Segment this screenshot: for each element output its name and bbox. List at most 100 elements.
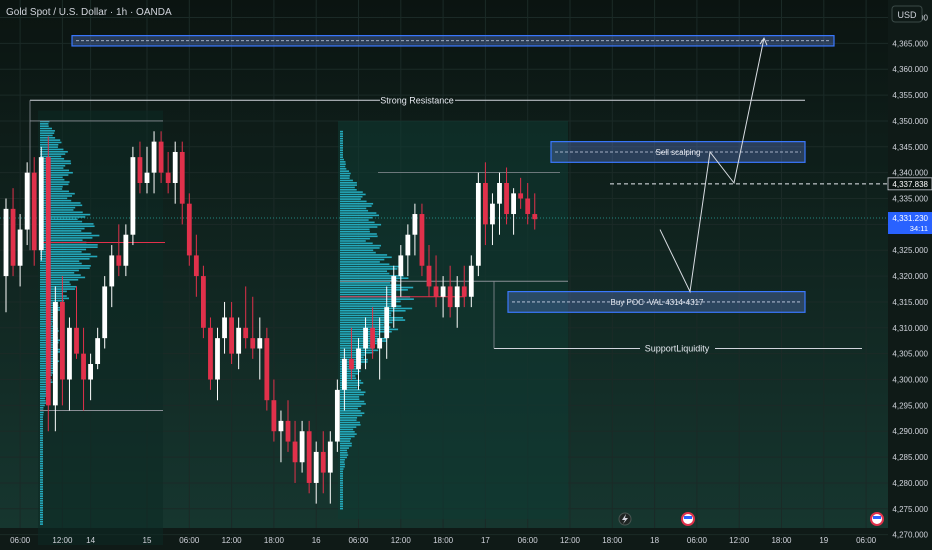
profile-bar-1 (40, 292, 64, 295)
profile-bar-2 (340, 207, 367, 210)
profile-bar-1 (40, 265, 91, 267)
candle-body (137, 157, 143, 183)
candle-body (74, 327, 79, 354)
profile-bar-2 (340, 375, 356, 377)
currency-label: USD (897, 10, 917, 20)
profile-bar-2 (340, 417, 358, 419)
profile-bar-1 (40, 397, 46, 400)
profile-bar-1 (40, 125, 49, 127)
profile-bar-1 (40, 446, 43, 449)
profile-bar-1 (40, 167, 64, 169)
profile-bar-1 (40, 383, 51, 386)
candle-body (433, 286, 439, 297)
candle-body (461, 286, 467, 297)
time-tick-label: 06:00 (518, 536, 539, 545)
profile-bar-2 (340, 298, 414, 300)
profile-bar-1 (40, 192, 75, 195)
price-axis[interactable]: 4,270.000 4,275.000 4,280.000 4,285.000 4,29… (892, 14, 928, 540)
profile-bar-2 (340, 135, 343, 138)
profile-bar-1 (40, 430, 43, 432)
price-tick-label: 4,365.000 (892, 39, 928, 48)
profile-bar-1 (40, 171, 73, 174)
candle-body (264, 338, 270, 401)
profile-bar-2 (340, 444, 352, 447)
profile-bar-1 (40, 432, 43, 435)
profile-bar-1 (40, 190, 69, 193)
candle-body (426, 265, 432, 287)
buy-poc-label: Buy POC -VAL 4314-4317 (611, 298, 704, 307)
candle-body (102, 286, 108, 339)
profile-bar-2 (340, 442, 352, 445)
time-axis[interactable]: 06:00 12:00 14 15 06:00 12:00 18:00 16 06:00 12:0… (10, 536, 877, 545)
profile-bar-1 (40, 160, 71, 162)
profile-bar-1 (40, 218, 78, 221)
candle-body (419, 214, 425, 266)
profile-bar-1 (40, 483, 43, 486)
profile-bar-1 (40, 467, 43, 470)
profile-bar-1 (40, 199, 72, 202)
profile-bar-2 (340, 209, 369, 212)
profile-bar-1 (40, 500, 43, 502)
profile-bar-1 (40, 239, 83, 242)
candle-body (109, 255, 115, 287)
price-tick-label: 4,300.000 (892, 376, 928, 385)
time-tick-label: 12:00 (222, 536, 243, 545)
profile-bar-1 (40, 262, 82, 265)
profile-bar-1 (40, 502, 43, 504)
profile-bar-1 (40, 176, 63, 179)
profile-bar-2 (340, 177, 350, 179)
profile-bar-2 (340, 477, 343, 480)
profile-bar-2 (340, 188, 357, 191)
flag-blue-2 (873, 516, 881, 519)
profile-bar-1 (40, 251, 82, 253)
profile-bar-2 (340, 451, 348, 454)
profile-bar-2 (340, 365, 357, 368)
profile-bar-2 (340, 254, 388, 256)
profile-bar-2 (340, 244, 382, 247)
projection-polyline[interactable] (659, 38, 765, 294)
profile-bar-2 (340, 426, 357, 428)
price-tick-label: 4,290.000 (892, 427, 928, 436)
candle-body (483, 183, 488, 225)
profile-bar-1 (40, 462, 43, 465)
projection-path[interactable] (659, 37, 768, 294)
profile-bar-1 (40, 213, 91, 216)
profile-bar-2 (340, 144, 343, 147)
candle-body (356, 348, 361, 370)
candle-body (130, 157, 136, 235)
candle-body (532, 214, 538, 220)
event-icons[interactable] (618, 512, 884, 526)
profile-bar-2 (340, 221, 375, 224)
strong-resistance-label: Strong Resistance (380, 95, 454, 105)
profile-bar-1 (40, 514, 43, 516)
time-tick-label: 06:00 (179, 536, 200, 545)
profile-bar-2 (340, 268, 398, 270)
buy-poc-zone[interactable] (507, 291, 806, 313)
profile-bar-2 (340, 428, 354, 431)
profile-bar-1 (40, 402, 46, 404)
price-tick-label: 4,305.000 (892, 350, 928, 359)
candles (3, 131, 538, 504)
currency-badge[interactable] (891, 5, 923, 23)
profile-bar-1 (40, 225, 95, 228)
profile-bar-2 (340, 175, 350, 177)
profile-bar-1 (40, 474, 43, 477)
profile-bar-1 (40, 206, 76, 209)
profile-bar-2 (340, 237, 370, 240)
time-tick-label: 12:00 (560, 536, 581, 545)
profile-bar-1 (40, 386, 48, 388)
profile-bar-2 (340, 233, 377, 235)
price-tick-label: 4,280.000 (892, 479, 928, 488)
profile-bar-1 (40, 285, 77, 288)
profile-bar-1 (40, 281, 70, 283)
candle-body (349, 358, 354, 370)
profile-bar-1 (40, 234, 100, 237)
profile-bar-2 (340, 314, 392, 317)
profile-bar-1 (40, 486, 43, 488)
candle-body (306, 431, 312, 483)
price-tick-label: 4,320.000 (892, 272, 928, 281)
profile-bar-2 (340, 321, 393, 324)
